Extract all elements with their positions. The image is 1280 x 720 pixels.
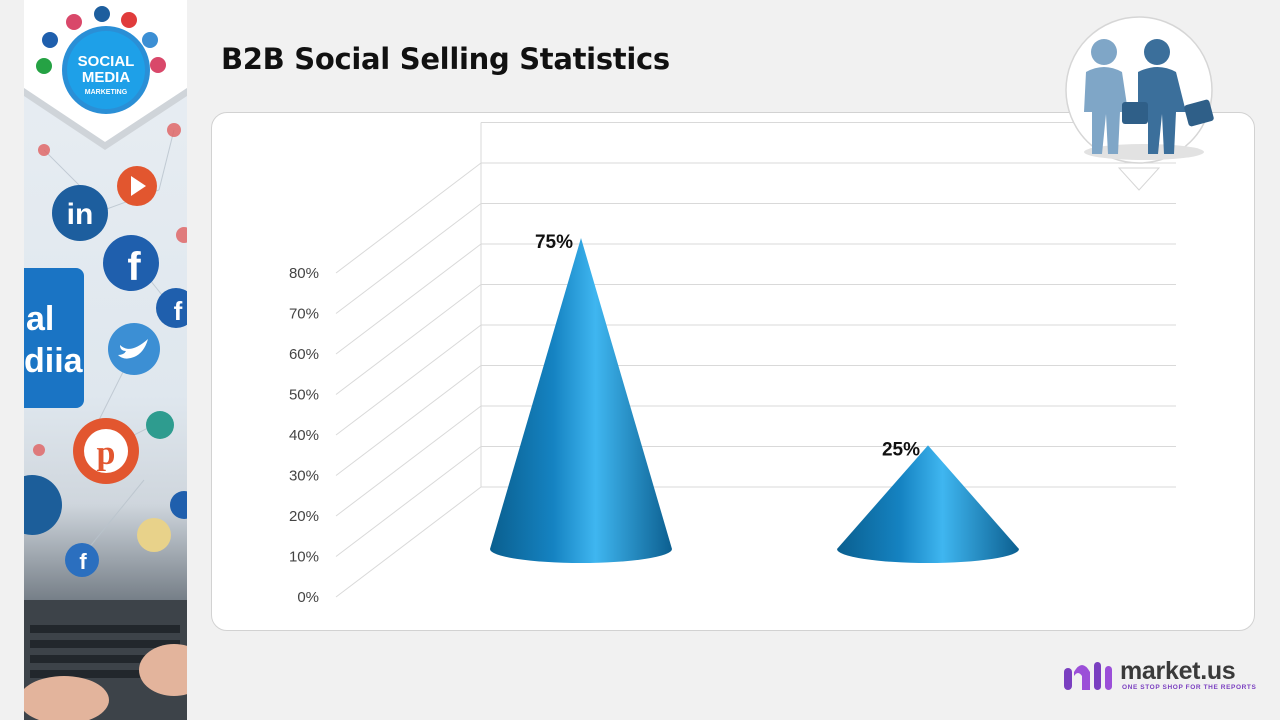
- y-tick-label: 80%: [289, 265, 319, 282]
- page-title: B2B Social Selling Statistics: [221, 42, 670, 76]
- svg-text:al: al: [26, 300, 54, 338]
- hand: [24, 676, 109, 720]
- gridline-diagonal: [335, 162, 482, 274]
- svg-text:SOCIAL: SOCIAL: [78, 53, 135, 70]
- business-handshake-icon: [1065, 16, 1214, 191]
- brand-name: market.us: [1120, 657, 1236, 685]
- gridline-diagonal: [335, 405, 482, 517]
- svg-text:MARKETING: MARKETING: [85, 89, 128, 96]
- svg-text:p: p: [97, 435, 116, 472]
- facebook-icon: [103, 235, 159, 291]
- svg-text:diia: diia: [24, 342, 84, 380]
- svg-text:f: f: [127, 245, 141, 289]
- brand-tagline: ONE STOP SHOP FOR THE REPORTS: [1122, 684, 1257, 691]
- gridline-diagonal: [335, 365, 482, 476]
- y-tick-label: 10%: [289, 549, 319, 566]
- gridline-diagonal: [335, 324, 482, 436]
- market-us-logo-icon: [1064, 662, 1112, 690]
- y-tick-label: 30%: [289, 468, 319, 485]
- data-label: 25%: [882, 439, 920, 460]
- linkedin-icon: [52, 185, 108, 241]
- data-label: 75%: [535, 232, 573, 253]
- y-tick-label: 0%: [297, 589, 319, 606]
- chart-panel: [211, 112, 1255, 631]
- svg-text:MEDIA: MEDIA: [82, 69, 131, 86]
- svg-text:f: f: [79, 549, 87, 574]
- gridline-diagonal: [335, 446, 482, 557]
- y-tick-label: 20%: [289, 508, 319, 525]
- gridline-diagonal: [335, 203, 482, 314]
- y-tick-label: 60%: [289, 346, 319, 363]
- cone-bar: [490, 238, 672, 563]
- screen-panel: [24, 268, 84, 408]
- y-tick-label: 70%: [289, 306, 319, 323]
- svg-text:in: in: [67, 198, 94, 231]
- gridline-diagonal: [335, 486, 482, 598]
- svg-text:f: f: [174, 296, 183, 326]
- cone-bar: [837, 445, 1019, 563]
- gridline-diagonal: [335, 243, 482, 355]
- y-tick-label: 40%: [289, 427, 319, 444]
- market-us-logo: market.us ONE STOP SHOP FOR THE REPORTS: [1062, 656, 1262, 696]
- social-media-illustration: in f f p f al diia: [24, 0, 187, 720]
- y-tick-label: 50%: [289, 387, 319, 404]
- gridline-diagonal: [335, 284, 482, 395]
- social-media-banner: in f f p f al diia: [24, 0, 187, 720]
